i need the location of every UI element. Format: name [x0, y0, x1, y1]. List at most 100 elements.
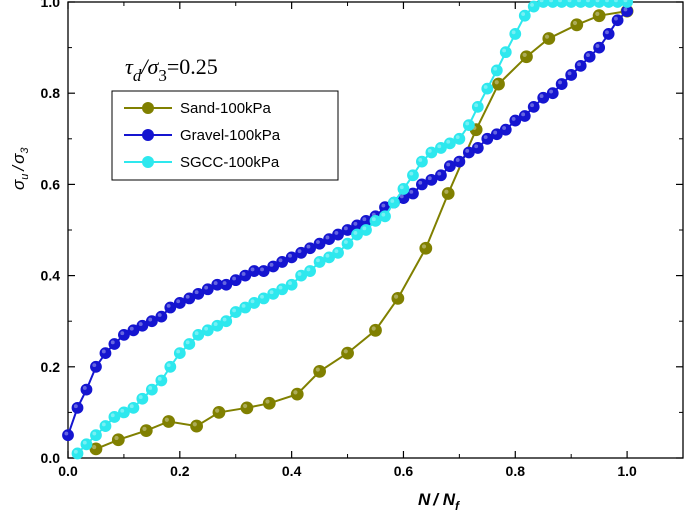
- point-highlight: [101, 349, 106, 354]
- point-highlight: [316, 240, 320, 244]
- data-point: [80, 438, 93, 451]
- point-highlight: [222, 281, 227, 285]
- point-highlight: [243, 403, 248, 409]
- point-highlight: [437, 144, 442, 149]
- point-highlight: [148, 317, 153, 322]
- data-point: [379, 210, 391, 223]
- data-point: [127, 401, 140, 414]
- point-highlight: [260, 294, 264, 299]
- x-axis-label: N / Nf: [418, 490, 460, 513]
- point-highlight: [194, 290, 199, 295]
- point-highlight: [73, 404, 78, 409]
- data-point: [229, 306, 242, 318]
- point-highlight: [572, 20, 578, 26]
- legend-label: Gravel-100kPa: [180, 127, 281, 144]
- data-point: [425, 146, 438, 159]
- point-highlight: [315, 367, 320, 372]
- point-highlight: [232, 308, 237, 313]
- data-point: [583, 50, 596, 63]
- point-highlight: [399, 185, 404, 190]
- point-highlight: [595, 44, 600, 48]
- data-point: [443, 160, 456, 173]
- data-point: [285, 278, 298, 291]
- point-highlight: [521, 112, 526, 117]
- data-point: [391, 291, 405, 305]
- data-point: [313, 364, 326, 378]
- data-point: [80, 383, 93, 396]
- point-highlight: [297, 249, 302, 254]
- point-highlight: [157, 376, 162, 381]
- series-layer: [62, 0, 634, 460]
- data-point: [108, 338, 121, 350]
- point-highlight: [101, 422, 106, 427]
- data-point: [481, 132, 494, 145]
- point-highlight: [325, 235, 330, 240]
- data-point: [416, 178, 428, 191]
- data-point: [162, 415, 176, 428]
- data-point: [155, 310, 168, 323]
- point-highlight: [269, 290, 274, 295]
- point-highlight: [493, 130, 498, 135]
- point-highlight: [494, 80, 499, 85]
- point-highlight: [381, 203, 386, 208]
- point-highlight: [82, 440, 87, 445]
- point-highlight: [204, 285, 209, 290]
- data-point: [173, 347, 186, 360]
- x-tick-label: 0.0: [58, 463, 78, 479]
- point-highlight: [92, 444, 97, 450]
- point-highlight: [437, 171, 442, 176]
- point-highlight: [110, 413, 115, 418]
- point-highlight: [399, 194, 404, 199]
- data-point: [388, 196, 400, 209]
- point-highlight: [138, 322, 143, 327]
- point-highlight: [362, 226, 367, 231]
- data-point: [290, 387, 304, 401]
- data-point: [201, 324, 214, 337]
- point-highlight: [493, 66, 498, 71]
- point-highlight: [138, 395, 143, 399]
- point-highlight: [269, 262, 274, 267]
- point-highlight: [343, 240, 348, 244]
- point-highlight: [427, 176, 432, 181]
- data-point: [574, 59, 587, 72]
- data-point: [341, 237, 354, 250]
- point-highlight: [511, 30, 516, 35]
- data-point: [201, 283, 214, 296]
- point-highlight: [511, 116, 516, 121]
- point-highlight: [260, 267, 264, 272]
- data-point: [313, 237, 326, 250]
- data-point: [164, 360, 177, 373]
- point-highlight: [577, 62, 581, 67]
- data-point: [369, 323, 382, 337]
- data-point: [304, 265, 316, 277]
- point-highlight: [334, 230, 339, 235]
- data-point: [499, 123, 512, 136]
- x-tick-label: 1.0: [617, 463, 637, 479]
- point-highlight: [446, 139, 451, 144]
- legend-label: Sand-100kPa: [180, 100, 272, 117]
- point-highlight: [522, 52, 527, 58]
- x-tick-label: 0.2: [170, 463, 190, 479]
- data-point: [262, 396, 276, 410]
- data-point: [192, 287, 205, 300]
- point-highlight: [371, 326, 376, 331]
- point-highlight: [586, 53, 590, 57]
- point-highlight: [558, 80, 562, 85]
- point-highlight: [241, 303, 246, 308]
- data-point: [542, 32, 556, 45]
- data-point: [139, 424, 153, 438]
- point-highlight: [455, 135, 460, 140]
- data-point: [360, 224, 372, 236]
- point-highlight: [334, 249, 339, 254]
- point-highlight: [455, 158, 460, 162]
- legend-label: SGCC-100kPa: [180, 154, 280, 171]
- point-highlight: [176, 299, 181, 304]
- annotation: τd/σ3=0.25: [125, 54, 218, 85]
- legend-item: Sand-100kPa: [124, 100, 272, 117]
- point-highlight: [502, 48, 507, 53]
- data-point: [71, 401, 84, 414]
- data-point: [229, 274, 242, 287]
- point-highlight: [185, 294, 190, 299]
- point-highlight: [278, 285, 283, 290]
